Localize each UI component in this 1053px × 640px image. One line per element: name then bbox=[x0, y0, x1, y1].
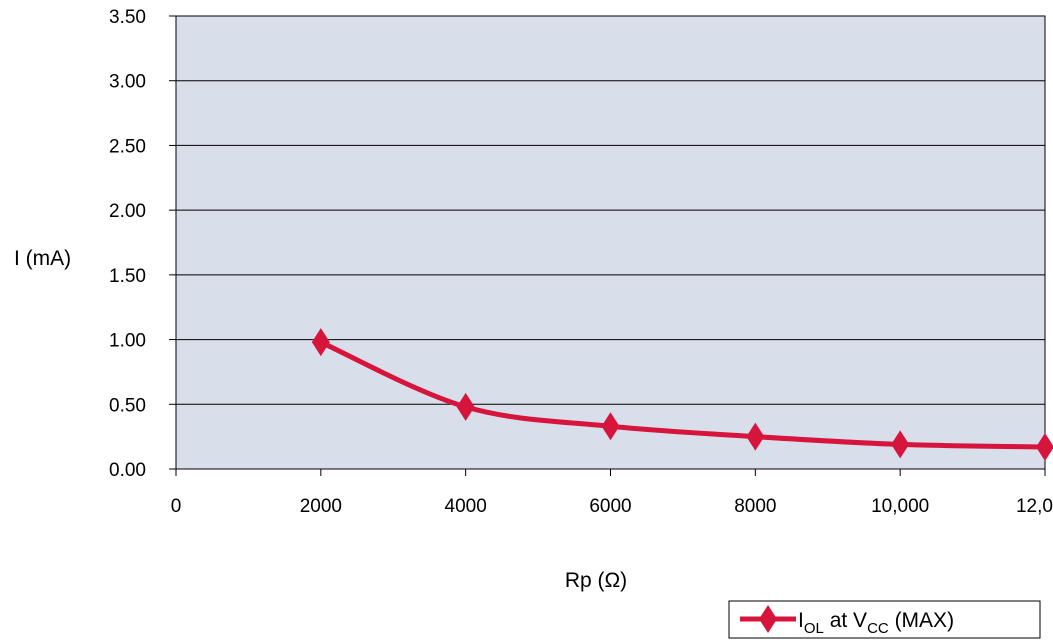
data-point-marker bbox=[456, 392, 475, 421]
legend: IOL at VCC (MAX) bbox=[728, 600, 1041, 639]
y-axis-title: I (mA) bbox=[14, 247, 71, 270]
data-point-marker bbox=[1036, 432, 1053, 461]
x-tick-label: 4000 bbox=[445, 496, 487, 517]
y-tick-label: 2.50 bbox=[109, 136, 146, 157]
data-point-marker bbox=[601, 412, 620, 441]
axes bbox=[175, 15, 1046, 476]
y-tick-labels: 0.00 0.50 1.00 1.50 2.00 2.50 3.00 3.50 bbox=[109, 7, 146, 481]
x-tick-label: 0 bbox=[171, 496, 182, 517]
x-tick-label: 10,000 bbox=[871, 496, 929, 517]
data-point-marker bbox=[311, 328, 330, 357]
legend-label: IOL at VCC (MAX) bbox=[798, 609, 954, 637]
series-layer bbox=[311, 328, 1053, 461]
data-point-marker bbox=[746, 422, 765, 451]
y-tick-label: 2.00 bbox=[109, 201, 146, 222]
y-tick-label: 1.50 bbox=[109, 266, 146, 287]
y-tick-label: 3.50 bbox=[109, 7, 146, 28]
legend-box bbox=[728, 600, 1041, 639]
legend-marker bbox=[759, 605, 777, 633]
y-tick-label: 1.00 bbox=[109, 331, 146, 352]
x-tick-label: 8000 bbox=[734, 496, 776, 517]
x-tick-labels: 0 2000 4000 6000 8000 10,000 12,000 bbox=[171, 496, 1053, 517]
x-tick-label: 6000 bbox=[589, 496, 631, 517]
plot-area bbox=[176, 16, 1045, 469]
data-point-marker bbox=[891, 430, 910, 459]
y-tick-label: 0.00 bbox=[109, 460, 146, 481]
x-axis-title: Rp (Ω) bbox=[565, 569, 627, 592]
x-tick-label: 2000 bbox=[300, 496, 342, 517]
x-tick-label: 12,000 bbox=[1016, 496, 1053, 517]
y-tick-label: 3.00 bbox=[109, 72, 146, 93]
y-tick-label: 0.50 bbox=[109, 395, 146, 416]
series-line bbox=[318, 339, 1048, 450]
